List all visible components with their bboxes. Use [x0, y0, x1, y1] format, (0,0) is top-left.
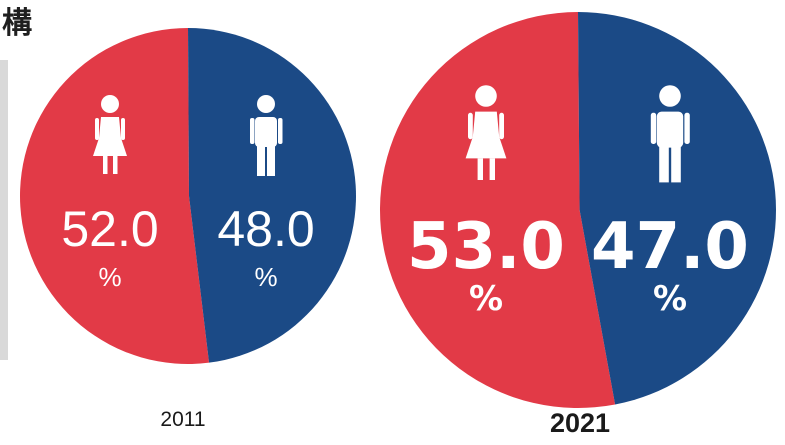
pie-2011-female-unit: %	[98, 262, 121, 292]
pie-2021-slice-male	[578, 12, 777, 405]
page-edge-strip	[0, 60, 8, 360]
pie-2021-male-unit: %	[653, 279, 687, 319]
pie-2011: 52.0 48.0 % %	[20, 28, 357, 364]
pie-2011-slice-female	[20, 28, 210, 364]
pie-2011-female-value: 52.0	[61, 201, 158, 257]
pie-2011-slice-male	[188, 28, 357, 363]
pie-2011-male-value: 48.0	[217, 201, 314, 257]
male-person-icon	[250, 95, 283, 176]
pie-2021: 53.0 47.0 % %	[380, 12, 777, 408]
pie-2011-year-label: 2011	[160, 408, 206, 431]
male-person-icon	[650, 85, 690, 183]
female-person-icon	[465, 85, 507, 180]
pie-2011-male-unit: %	[254, 262, 277, 292]
pie-2021-year-label: 2021	[549, 408, 611, 438]
female-person-icon	[93, 95, 127, 174]
pie-2021-slice-female	[380, 12, 616, 408]
pie-2021-male-value: 47.0	[591, 210, 749, 284]
pie-2021-female-value: 53.0	[407, 210, 565, 284]
pie-2021-female-unit: %	[469, 279, 503, 319]
page-heading: 構	[2, 6, 32, 41]
